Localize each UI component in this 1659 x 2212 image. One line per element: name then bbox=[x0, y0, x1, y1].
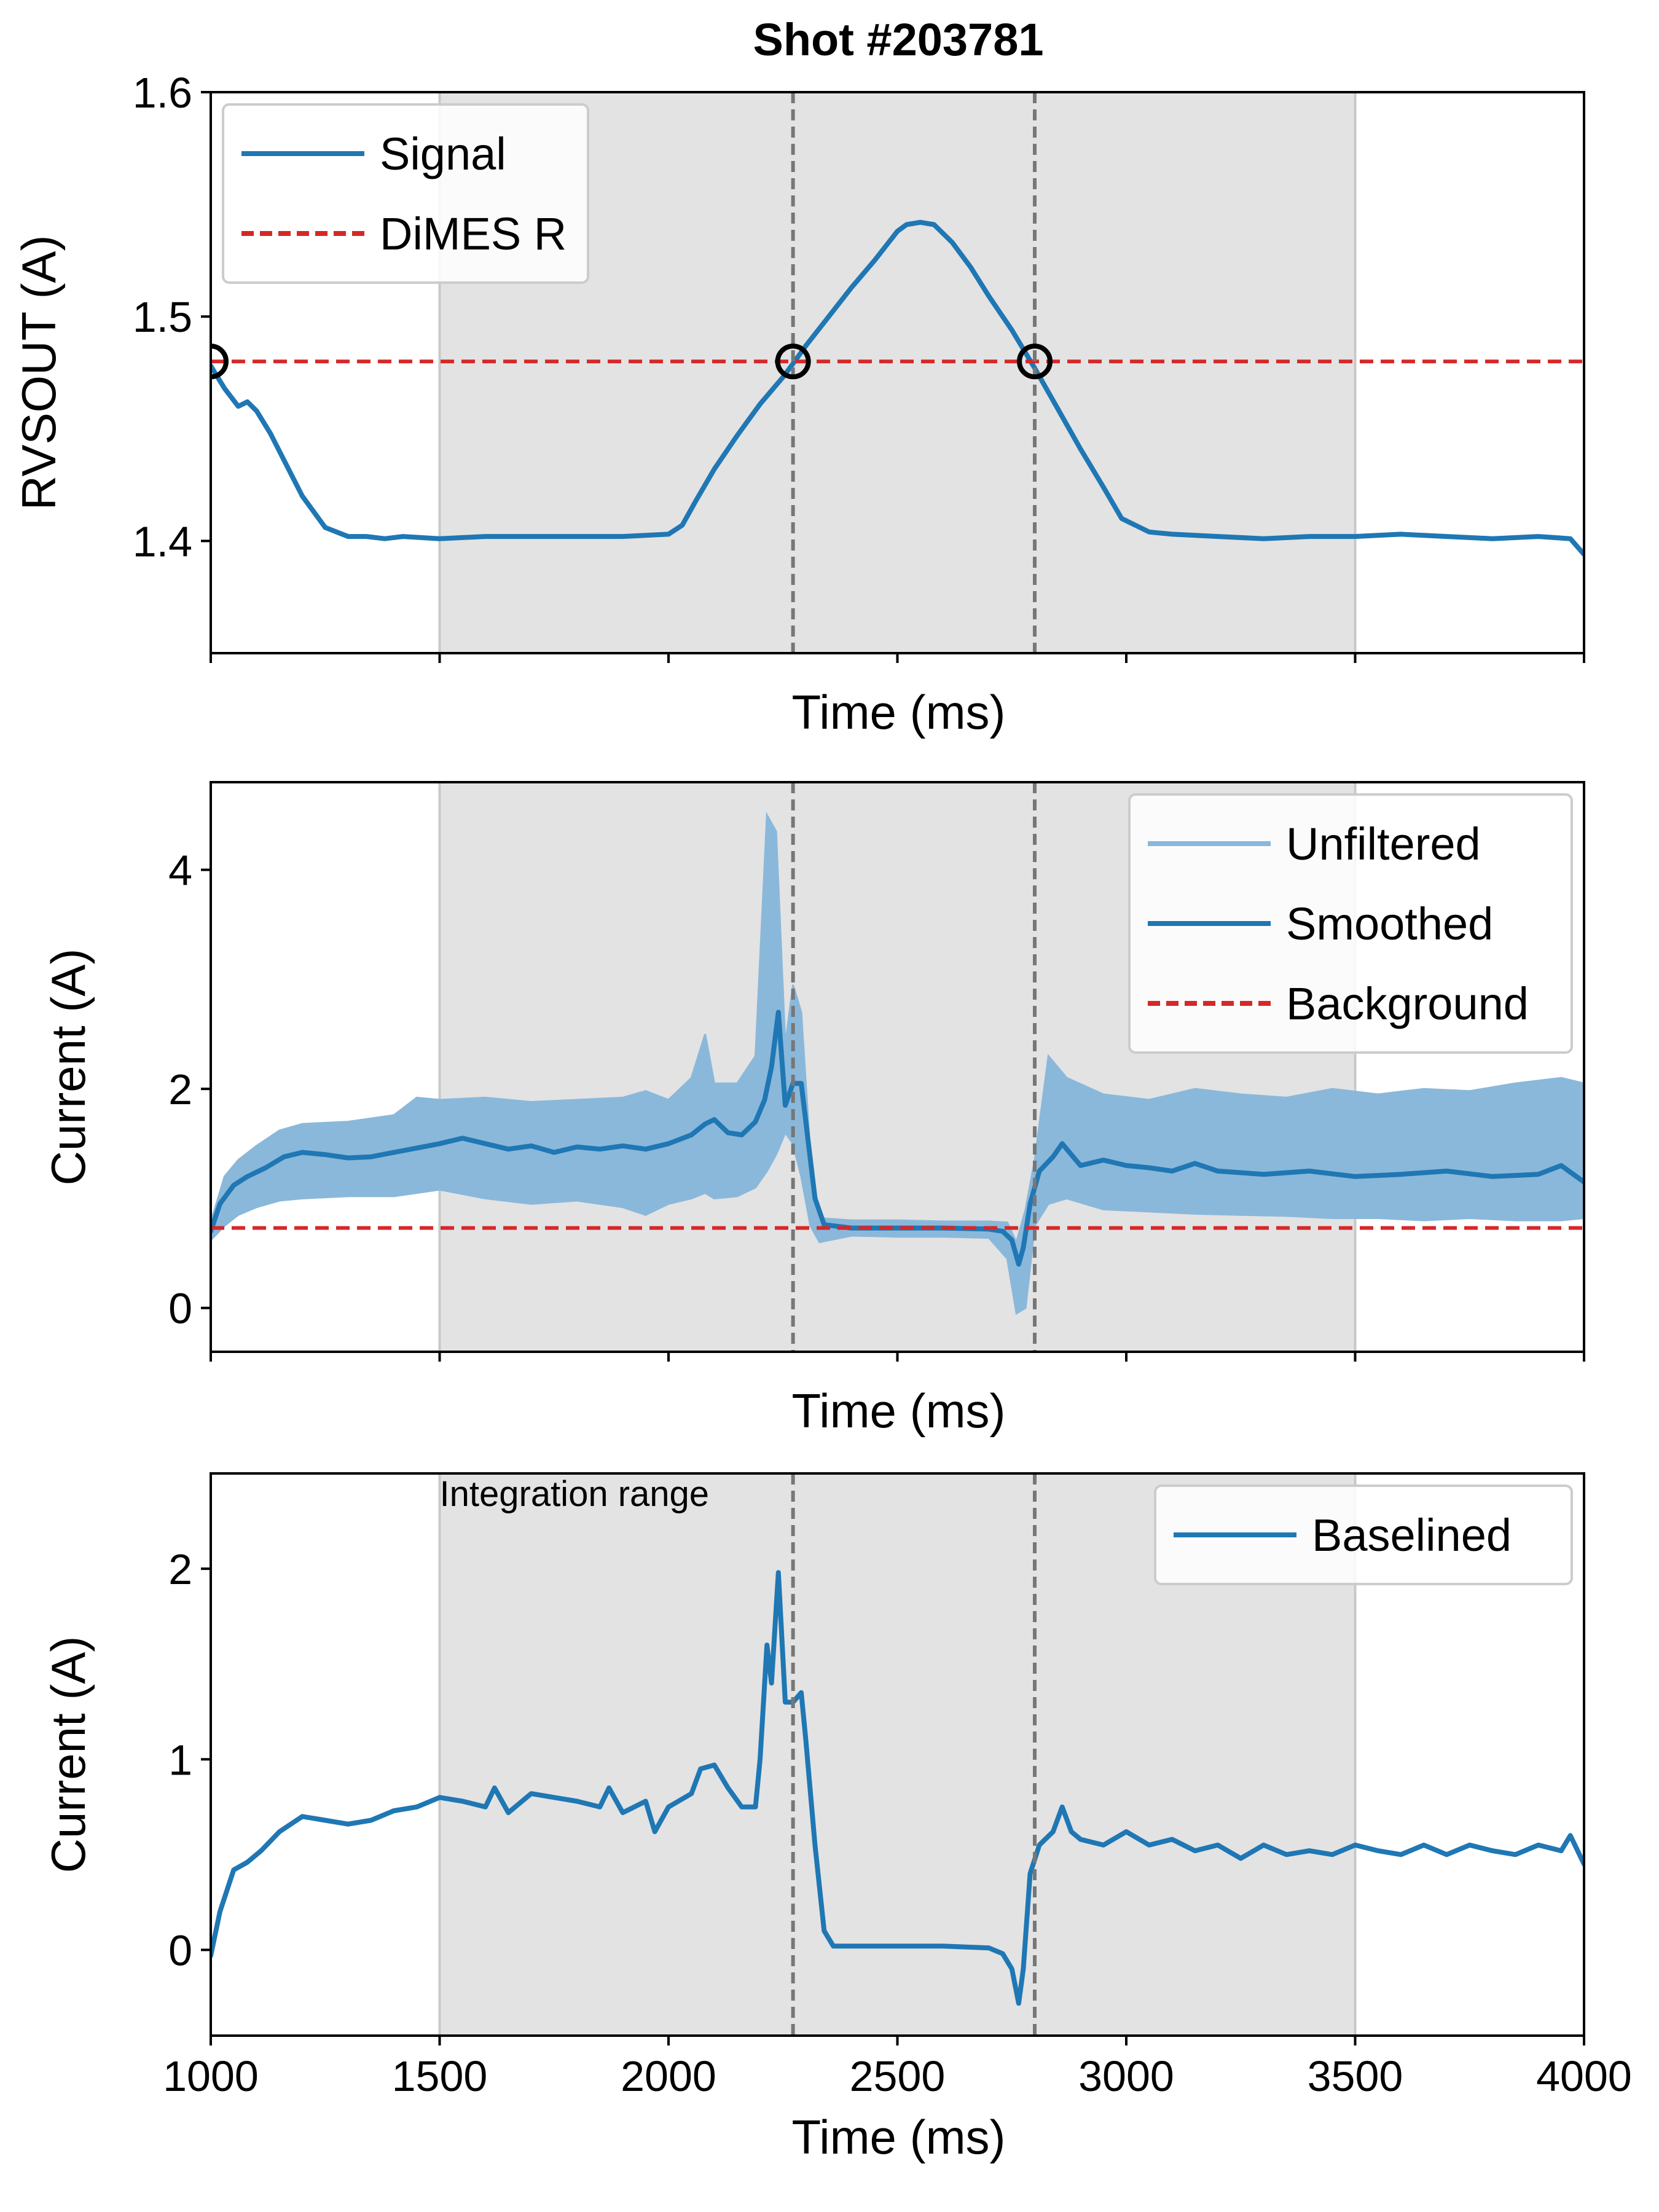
plot-area bbox=[211, 1473, 1584, 2036]
series-line-signal bbox=[211, 219, 1584, 557]
y-axis-label: Current (A) bbox=[41, 1636, 95, 1873]
plot-area bbox=[211, 92, 1584, 653]
legend-entry: Smoothed bbox=[1148, 898, 1493, 949]
legend-entry: DiMES R bbox=[241, 208, 567, 259]
y-tick-label: 2 bbox=[168, 1065, 192, 1113]
y-tick-label: 1.6 bbox=[133, 69, 192, 117]
panel-rvsout: 1.4 1.5 1.6 Time (ms) RVSOUT (A) Signal DiMES … bbox=[12, 69, 1585, 739]
legend-label: Unfiltered bbox=[1286, 818, 1481, 869]
x-tick-label: 2000 bbox=[621, 2052, 716, 2100]
legend-entry: Baselined bbox=[1174, 1510, 1512, 1561]
x-tick-label: 2500 bbox=[850, 2052, 946, 2100]
legend-label: Smoothed bbox=[1286, 898, 1493, 949]
legend: Signal DiMES R bbox=[222, 103, 589, 284]
y-tick-label: 1 bbox=[168, 1736, 192, 1784]
figure-title: Shot #203781 bbox=[753, 14, 1043, 65]
y-axis-label: RVSOUT (A) bbox=[12, 235, 66, 511]
legend-box bbox=[222, 103, 589, 284]
panels: 1.4 1.5 1.6 Time (ms) RVSOUT (A) Signal DiMES … bbox=[12, 69, 1632, 2164]
plot-area bbox=[211, 782, 1584, 1352]
legend-box bbox=[1128, 793, 1573, 1054]
x-tick-label: 4000 bbox=[1536, 2052, 1632, 2100]
legend-label: Baselined bbox=[1312, 1510, 1512, 1561]
legend-label: Background bbox=[1286, 978, 1529, 1029]
y-tick-label: 1.5 bbox=[133, 293, 192, 341]
legend-box bbox=[1154, 1484, 1573, 1585]
x-tick-label: 3500 bbox=[1308, 2052, 1403, 2100]
panel-current-baselined: 0 1 2 1000 1500 2000 2500 3000 3500 4000 Time (ms)… bbox=[41, 1472, 1632, 2164]
x-tick-label: 3000 bbox=[1078, 2052, 1174, 2100]
legend-entry: Background bbox=[1148, 978, 1529, 1029]
legend-entry: Signal bbox=[241, 128, 506, 179]
integration-range-label: Integration range bbox=[440, 1474, 710, 1514]
series-line-baselined bbox=[211, 1570, 1584, 2006]
series-unfiltered-band bbox=[211, 812, 1584, 1316]
crossing-marker bbox=[775, 343, 811, 380]
y-tick-label: 1.4 bbox=[133, 517, 192, 565]
y-axis-label: Current (A) bbox=[41, 949, 95, 1186]
x-axis-label: Time (ms) bbox=[791, 2110, 1005, 2164]
panel-current-raw: 0 2 4 Time (ms) Current (A) Unfiltered Smoothe… bbox=[41, 781, 1585, 1438]
y-tick-label: 4 bbox=[168, 847, 192, 895]
integration-range-shade bbox=[439, 92, 1355, 653]
x-axis-label: Time (ms) bbox=[791, 685, 1005, 739]
y-tick-label: 0 bbox=[168, 1926, 192, 1974]
crossing-marker bbox=[1017, 343, 1053, 380]
series-line-smoothed bbox=[211, 1010, 1584, 1267]
legend: Baselined bbox=[1154, 1484, 1573, 1585]
legend-label: Signal bbox=[380, 128, 506, 179]
y-tick-label: 2 bbox=[168, 1545, 192, 1593]
x-axis-label: Time (ms) bbox=[791, 1384, 1005, 1438]
crossing-marker bbox=[211, 343, 229, 380]
legend-label: DiMES R bbox=[380, 208, 567, 259]
legend: Unfiltered Smoothed Background bbox=[1128, 793, 1573, 1054]
x-tick-label: 1500 bbox=[392, 2052, 488, 2100]
y-tick-label: 0 bbox=[168, 1285, 192, 1333]
x-tick-label: 1000 bbox=[163, 2052, 259, 2100]
legend-entry: Unfiltered bbox=[1148, 818, 1481, 869]
